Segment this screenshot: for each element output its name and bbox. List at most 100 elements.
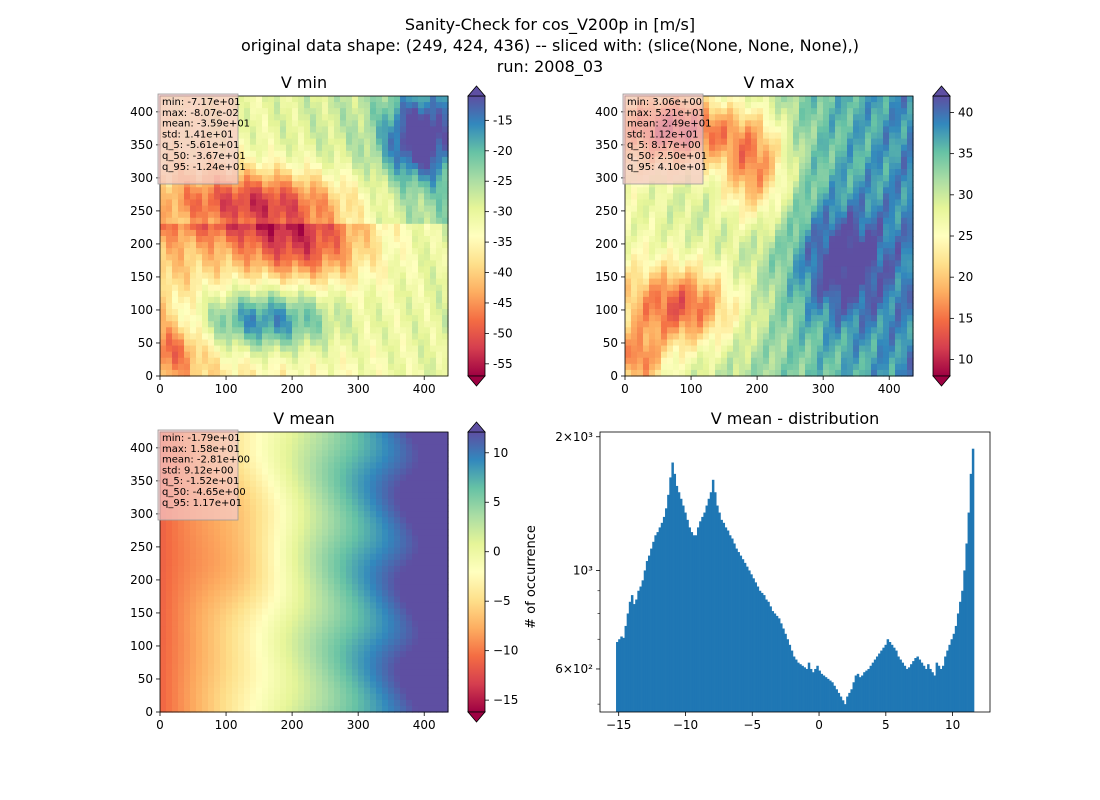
y-tick-label: 0	[145, 369, 153, 383]
histogram-bar	[782, 628, 785, 712]
y-tick-label: 300	[130, 171, 153, 185]
histogram-bar	[692, 535, 696, 712]
colorbar-tick-label: -50	[493, 326, 513, 340]
histogram-bar	[758, 590, 762, 712]
stats-box-background	[157, 93, 239, 185]
histogram-bar	[865, 670, 868, 712]
histogram-bar	[792, 656, 796, 712]
histogram-bar	[780, 623, 783, 712]
y-tick-label: 300	[595, 171, 618, 185]
histogram-bar	[684, 512, 687, 712]
histogram-bar	[707, 498, 711, 712]
histogram-bar	[665, 508, 668, 712]
colorbar-tick-label: 30	[958, 188, 973, 202]
histogram-bar	[946, 650, 949, 712]
histogram-bar	[786, 639, 789, 712]
histogram-bar	[901, 662, 905, 712]
histogram-bar	[622, 637, 625, 712]
x-tick-label: 0	[815, 718, 823, 732]
histogram-bar	[924, 668, 928, 712]
colorbar-tick-label: 25	[958, 229, 973, 243]
colorbar-extend-bottom	[932, 375, 951, 387]
histogram-bar	[739, 555, 743, 712]
histogram-bar	[694, 535, 698, 712]
y-tick-label: 250	[130, 204, 153, 218]
histogram-bar	[788, 644, 792, 712]
colorbar-gradient	[467, 95, 486, 377]
histogram-bar	[677, 492, 681, 712]
histogram-bar	[628, 601, 632, 712]
histogram-bar	[652, 541, 655, 712]
histogram-bar	[831, 682, 834, 712]
axes-frame	[599, 431, 991, 713]
colorbar-tick-label: −5	[493, 594, 511, 608]
colorbar-tick-label: -55	[493, 357, 513, 371]
histogram-bar	[863, 672, 866, 712]
x-tick-label: 200	[281, 382, 304, 396]
histogram-bar	[743, 562, 747, 712]
histogram-bar	[769, 606, 772, 712]
x-tick-label: 0	[156, 718, 164, 732]
colorbar-tick-label: 15	[958, 311, 973, 325]
histogram-bar	[754, 582, 757, 712]
stats-line: q_50: -4.65e+00	[162, 487, 246, 498]
histogram-bar	[809, 668, 813, 712]
histogram-bar	[895, 650, 898, 712]
x-tick-label: 100	[215, 382, 238, 396]
histogram-bar	[952, 633, 956, 712]
histogram-bar	[833, 685, 836, 712]
histogram-bar	[626, 613, 630, 712]
histogram-bar	[733, 543, 736, 712]
histogram-bar	[888, 642, 892, 712]
colorbar-tick-label: -35	[493, 235, 513, 249]
figure-title-line-2: original data shape: (249, 424, 436) -- …	[241, 36, 859, 55]
colorbar-tick-label: 10	[958, 353, 973, 367]
histogram-bar	[824, 677, 828, 712]
x-tick-label: 200	[746, 382, 769, 396]
histogram-bar	[679, 498, 683, 712]
histogram-bar	[624, 625, 628, 712]
histogram-bar	[647, 555, 651, 712]
colorbar-gradient	[467, 431, 486, 713]
histogram-bar	[903, 665, 907, 712]
colorbar-tick-label: −10	[493, 644, 518, 658]
histogram-bar	[858, 677, 862, 712]
histogram-bar	[971, 448, 975, 712]
histogram-bar	[820, 673, 824, 712]
colorbar-tick-label: 35	[958, 147, 973, 161]
histogram-bar	[718, 512, 721, 712]
histogram-bar	[752, 578, 755, 712]
histogram-bar	[724, 527, 728, 712]
histogram-bar	[737, 552, 740, 712]
histogram-bar	[696, 527, 700, 712]
histogram-bar	[935, 662, 939, 712]
histogram-bar	[914, 658, 917, 712]
histogram-bar	[873, 659, 877, 712]
histogram-bar	[746, 566, 749, 712]
y-tick-label: 150	[130, 606, 153, 620]
histogram-bar	[654, 535, 657, 712]
histogram-bar	[856, 673, 860, 712]
histogram-bar	[839, 696, 843, 712]
y-tick-label: 50	[603, 336, 618, 350]
panel-v-min: V min 0 100 200 300 400 0 50 100 150 200 250 300 350 4…	[130, 73, 513, 396]
histogram-bar	[662, 516, 666, 712]
colorbar-tick-label: 10	[493, 446, 508, 460]
colorbar-tick-label: -25	[493, 174, 513, 188]
histogram-bar	[726, 530, 730, 712]
x-tick-label: 400	[413, 382, 436, 396]
histogram-bar	[682, 505, 685, 712]
histogram-bar	[897, 656, 900, 712]
histogram-bar	[728, 535, 732, 712]
histogram-bar	[814, 668, 817, 712]
histogram-bar	[633, 604, 636, 712]
histogram-bar	[635, 599, 638, 712]
histogram-bar	[844, 704, 847, 712]
panel-title: V max	[744, 73, 795, 92]
histogram-bar	[807, 662, 811, 712]
histogram-bar	[939, 668, 943, 712]
histogram-bar	[826, 678, 830, 712]
histogram-bar	[667, 494, 670, 712]
